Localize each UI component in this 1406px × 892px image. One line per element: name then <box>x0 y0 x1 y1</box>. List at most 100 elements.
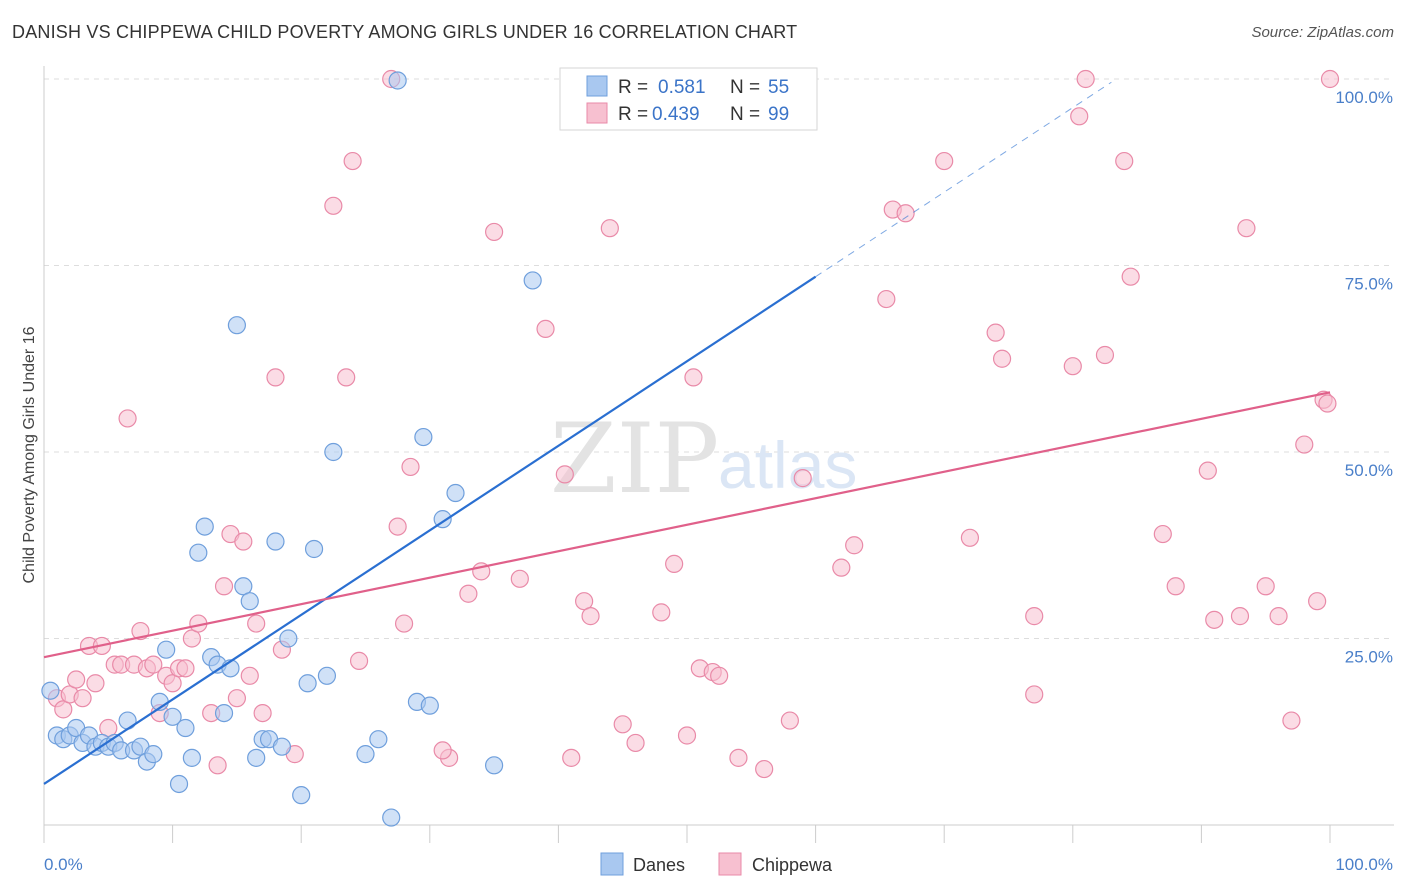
chippewa-point <box>433 741 452 760</box>
danes-point <box>388 71 407 90</box>
chippewa-point <box>1166 577 1185 596</box>
legend-r-value-chippewa: 0.439 <box>652 104 700 125</box>
bottom-legend-swatch-chippewa <box>718 852 742 876</box>
chippewa-point <box>86 674 105 693</box>
chippewa-point <box>755 759 774 779</box>
danes-point <box>304 539 324 559</box>
chippewa-point <box>1153 524 1172 544</box>
chippewa-point <box>1198 461 1217 480</box>
legend-r-label-danes: R = <box>618 77 648 98</box>
danes-point <box>176 718 195 738</box>
chippewa-point <box>1076 69 1095 89</box>
y-tick-labels: 25.0% 50.0% 75.0% 100.0% <box>1335 88 1393 667</box>
chippewa-point <box>343 151 362 171</box>
legend-n-value-danes: 55 <box>768 77 789 98</box>
chippewa-point <box>144 655 163 674</box>
chippewa-point <box>1025 607 1044 626</box>
chippewa-point <box>176 659 195 678</box>
chippewa-point <box>401 457 420 477</box>
chippewa-point <box>1256 577 1275 596</box>
chippewa-point <box>1269 607 1288 626</box>
chippewa-point <box>1230 607 1250 626</box>
danes-point <box>214 703 234 723</box>
chippewa-point <box>510 569 529 588</box>
danes-point <box>182 748 201 767</box>
legend-n-label-danes: N = <box>730 77 760 98</box>
danes-point <box>189 543 208 562</box>
chippewa-point <box>324 196 343 215</box>
chippewa-point <box>562 748 581 767</box>
chippewa-point <box>118 409 137 428</box>
chippewa-point <box>1063 357 1082 376</box>
chippewa-point <box>613 715 632 734</box>
chippewa-point <box>877 289 896 309</box>
y-tick-label: 25.0% <box>1345 648 1393 667</box>
chippewa-point <box>1115 151 1134 171</box>
chippewa-point <box>626 733 645 753</box>
legend-swatch-danes <box>586 75 608 97</box>
chippewa-point <box>1308 592 1327 611</box>
chippewa-point <box>1318 394 1337 413</box>
danes-point <box>240 592 259 611</box>
chippewa-point <box>536 319 555 339</box>
danes-point <box>485 756 504 775</box>
danes-point <box>163 707 182 726</box>
chippewa-point <box>394 614 414 633</box>
y-tick-label: 50.0% <box>1345 461 1393 480</box>
danes-point <box>169 774 189 794</box>
chippewa-point <box>935 151 954 171</box>
chippewa-point <box>208 756 227 775</box>
watermark: ZIP atlas <box>550 403 857 515</box>
chippewa-point <box>845 536 864 555</box>
legend-swatch-chippewa <box>586 102 608 124</box>
chippewa-point <box>986 323 1005 342</box>
chippewa-point <box>388 517 407 536</box>
danes-trend-extension <box>815 81 1112 278</box>
danes-point <box>324 442 343 462</box>
x-tick-labels: 0.0% 100.0% <box>44 855 1393 874</box>
danes-point <box>356 745 375 764</box>
chippewa-point <box>793 469 812 488</box>
chippewa-point <box>684 368 703 387</box>
chippewa-point <box>337 368 356 387</box>
chippewa-point <box>73 689 92 708</box>
chippewa-point <box>832 558 851 577</box>
danes-point <box>446 483 465 503</box>
chippewa-point <box>485 222 504 242</box>
danes-point <box>382 808 401 827</box>
x-tick-label: 100.0% <box>1335 855 1393 874</box>
legend-r-value-danes: 0.581 <box>658 77 706 98</box>
legend-n-label-chippewa: N = <box>730 104 760 125</box>
chippewa-point <box>67 670 86 689</box>
chippewa-point <box>710 666 729 685</box>
bottom-legend-swatch-danes <box>600 852 624 876</box>
danes-point <box>523 271 542 290</box>
chippewa-point <box>1121 267 1140 286</box>
chippewa-point <box>247 614 266 633</box>
watermark-atlas: atlas <box>718 428 857 502</box>
danes-point <box>195 517 214 536</box>
danes-point <box>272 737 292 756</box>
chippewa-point <box>652 603 671 622</box>
danes-point <box>298 674 317 693</box>
danes-point <box>266 532 285 551</box>
chippewa-points <box>47 69 1340 779</box>
chippewa-point <box>253 703 272 723</box>
y-tick-label: 75.0% <box>1345 275 1393 294</box>
chippewa-point <box>240 666 259 685</box>
chippewa-point <box>992 349 1012 368</box>
chippewa-point <box>1070 107 1089 126</box>
bottom-legend-label-danes: Danes <box>633 855 685 875</box>
chippewa-point <box>600 219 619 238</box>
danes-point <box>279 629 298 648</box>
chippewa-point <box>349 651 369 670</box>
trend-lines <box>43 81 1331 785</box>
chippewa-point <box>1282 711 1301 730</box>
chippewa-point <box>1095 345 1115 365</box>
danes-point <box>369 730 388 749</box>
danes-trend-line <box>43 275 817 785</box>
grid-lines <box>44 78 1394 639</box>
chippewa-point <box>896 204 915 223</box>
y-axis-label: Child Poverty Among Girls Under 16 <box>21 326 38 583</box>
